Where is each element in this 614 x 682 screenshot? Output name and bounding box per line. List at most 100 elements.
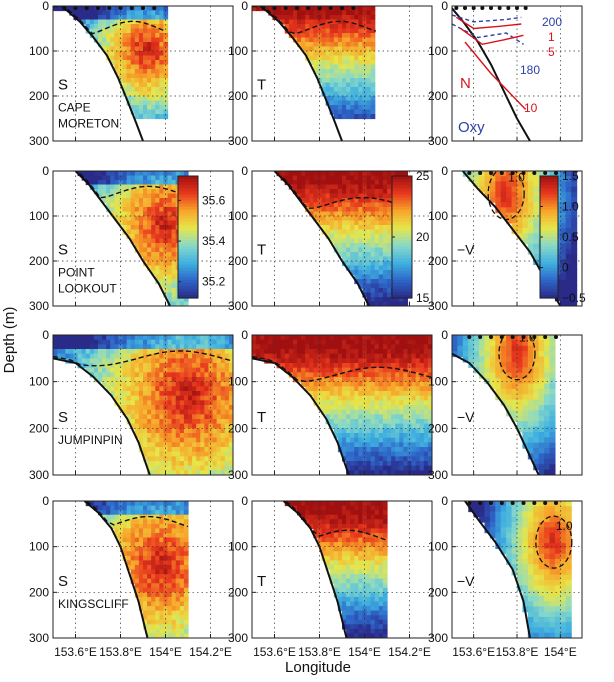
heatmap-cell <box>220 409 226 415</box>
heatmap-cell <box>171 184 177 190</box>
heatmap-cell <box>378 229 384 235</box>
heatmap-cell <box>159 28 165 34</box>
heatmap-cell <box>317 207 323 213</box>
heatmap-cell <box>350 409 355 415</box>
heatmap-cell <box>159 87 165 93</box>
heatmap-cell <box>216 428 222 434</box>
heatmap-cell <box>159 367 165 373</box>
heatmap-cell <box>321 207 327 213</box>
heatmap-cell <box>419 461 425 467</box>
heatmap-cell <box>114 519 120 525</box>
heatmap-cell <box>159 574 165 580</box>
heatmap-cell <box>350 344 355 350</box>
heatmap-cell <box>138 546 144 552</box>
heatmap-cell <box>216 456 222 462</box>
heatmap-cell <box>155 596 160 603</box>
heatmap-cell <box>350 386 355 392</box>
heatmap-cell <box>147 60 152 66</box>
heatmap-cell <box>155 592 160 598</box>
heatmap-cell <box>370 6 376 12</box>
heatmap-cell <box>110 180 115 186</box>
heatmap-cell <box>155 456 160 462</box>
heatmap-cell <box>313 42 319 48</box>
heatmap-cell <box>228 465 233 471</box>
heatmap-cell <box>155 419 160 425</box>
heatmap-cell <box>419 465 425 471</box>
heatmap-cell <box>147 46 152 52</box>
heatmap-cell <box>301 37 306 43</box>
heatmap-cell <box>183 437 189 443</box>
heatmap-cell <box>159 96 165 102</box>
heatmap-cell <box>342 555 347 561</box>
heatmap-cell <box>216 395 222 401</box>
heatmap-cell <box>387 423 392 429</box>
heatmap-cell <box>305 189 310 195</box>
heatmap-cell <box>301 335 306 341</box>
heatmap-cell <box>329 229 335 235</box>
heatmap-cell <box>260 349 265 355</box>
heatmap-cell <box>151 15 156 21</box>
heatmap-cell <box>134 202 140 208</box>
heatmap-cell <box>317 519 323 525</box>
heatmap-cell <box>350 10 355 16</box>
heatmap-cell <box>333 505 339 511</box>
heatmap-cell <box>362 381 368 387</box>
heatmap-cell <box>110 519 115 525</box>
heatmap-cell <box>346 428 351 434</box>
heatmap-cell <box>346 87 351 93</box>
heatmap-cell <box>151 202 156 208</box>
heatmap-cell <box>110 189 115 195</box>
heatmap-cell <box>346 546 351 552</box>
heatmap-cell <box>337 551 343 557</box>
heatmap-cell <box>264 344 269 350</box>
heatmap-cell <box>423 414 429 420</box>
heatmap-cell <box>212 470 218 475</box>
heatmap-cell <box>407 442 413 448</box>
heatmap-cell <box>106 510 111 516</box>
heatmap-cell <box>333 344 339 350</box>
heatmap-cell <box>171 193 177 199</box>
heatmap-cell <box>374 279 380 285</box>
heatmap-cell <box>147 367 152 373</box>
heatmap-cell <box>325 55 331 61</box>
heatmap-cell <box>374 297 380 303</box>
heatmap-cell <box>196 465 201 471</box>
heatmap-cell <box>358 344 364 350</box>
heatmap-cell <box>106 33 111 39</box>
heatmap-cell <box>175 501 181 507</box>
heatmap-cell <box>325 37 331 43</box>
heatmap-cell <box>427 428 432 434</box>
heatmap-cell <box>325 377 331 383</box>
heatmap-cell <box>171 569 177 575</box>
heatmap-cell <box>333 367 339 373</box>
heatmap-cell <box>171 514 177 520</box>
heatmap-cell <box>143 610 148 616</box>
heatmap-cell <box>309 28 314 34</box>
heatmap-cell <box>419 344 425 350</box>
heatmap-cell <box>171 247 177 253</box>
heatmap-cell <box>192 335 197 341</box>
heatmap-cell <box>130 537 136 543</box>
heatmap-cell <box>114 175 120 181</box>
heatmap-cell <box>167 400 173 406</box>
y-tick-label: 0 <box>241 0 248 13</box>
heatmap-cell <box>346 433 351 439</box>
heatmap-cell <box>183 596 189 603</box>
heatmap-cell <box>358 100 364 106</box>
heatmap-cell <box>387 400 392 406</box>
heatmap-cell <box>106 184 111 190</box>
heatmap-cell <box>358 414 364 420</box>
heatmap-cell <box>325 555 331 561</box>
heatmap-cell <box>309 386 314 392</box>
heatmap-cell <box>391 391 396 397</box>
heatmap-cell <box>329 537 335 543</box>
heatmap-cell <box>171 560 177 566</box>
heatmap-cell <box>378 339 384 345</box>
heatmap-cell <box>395 451 400 457</box>
heatmap-cell <box>387 220 392 226</box>
heatmap-cell <box>288 339 294 345</box>
heatmap-cell <box>342 564 347 571</box>
heatmap-cell <box>370 456 376 462</box>
heatmap-cell <box>163 279 169 285</box>
heatmap-cell <box>122 546 128 552</box>
